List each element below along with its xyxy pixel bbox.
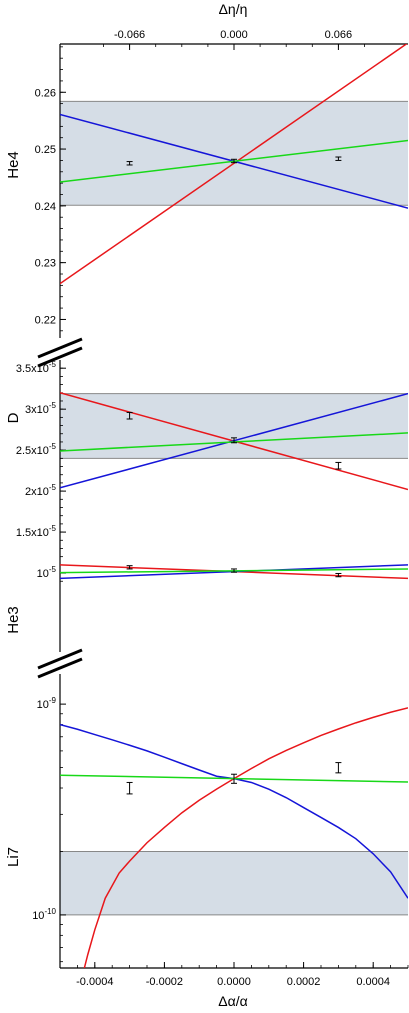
top-tick-label-1: -0.066 (114, 29, 145, 41)
top-tick-label-3: 0.066 (325, 29, 353, 41)
axes-layer (37, 43, 409, 969)
y-tick-label-d-3: 2x10-5 (25, 483, 57, 498)
band-li7 (60, 851, 408, 915)
series-li7-red (83, 707, 408, 968)
axis-labels-layer: Δη/η Δα/α He4 D He3 Li7 (5, 1, 248, 1009)
y-tick-label-d-2: 1.5x10-5 (16, 524, 57, 539)
x-tick-label-5: 0.0004 (356, 976, 390, 988)
y-tick-label-d-4: 2.5x10-5 (16, 442, 57, 457)
y-tick-label-he4-2: 0.23 (35, 258, 56, 270)
y-tick-label-he4-4: 0.25 (35, 144, 56, 156)
top-axis-label: Δη/η (219, 1, 248, 17)
y-tick-label-he4-1: 0.22 (35, 314, 56, 326)
y-tick-label-he4-3: 0.24 (35, 201, 56, 213)
error-bar-li7-1 (126, 781, 133, 795)
panel-label-he3: He3 (5, 606, 22, 634)
error-bar-he3-3 (335, 572, 342, 578)
error-bar-he4-3 (335, 156, 342, 161)
x-tick-label-1: -0.0004 (76, 976, 113, 988)
top-tick-label-2: 0.000 (220, 29, 248, 41)
axis-break-mark-2a (37, 648, 83, 670)
error-bar-he4-1 (126, 161, 133, 166)
error-bar-d-1 (126, 411, 133, 420)
axis-break-mark-2b (37, 657, 83, 679)
error-bar-he3-1 (126, 565, 133, 570)
panel-label-d: D (5, 412, 22, 423)
y-tick-label-d-1: 10-5 (37, 565, 57, 580)
band-he4 (60, 101, 408, 206)
error-bar-he4-2 (231, 158, 237, 164)
y-tick-label-d-6: 3.5x10-5 (16, 360, 57, 375)
x-tick-label-4: 0.0002 (287, 976, 321, 988)
bands-layer (60, 100, 408, 916)
y-tick-label-li7-1: 10-10 (32, 907, 56, 922)
error-bars-layer (126, 156, 342, 795)
error-bar-li7-3 (335, 762, 342, 774)
panel-label-he4: He4 (5, 151, 22, 179)
panel-label-li7: Li7 (5, 847, 22, 867)
axis-break-mark-1b (37, 346, 83, 368)
error-bar-d-3 (335, 461, 342, 470)
bottom-axis-label: Δα/α (218, 993, 247, 1009)
series-he4-red (60, 44, 408, 285)
error-bar-he3-2 (231, 568, 237, 573)
axis-break-mark-1a (37, 337, 83, 359)
tick-labels-layer: 0.22 0.23 0.24 0.25 0.26 10-5 1.5x10-5 2x10-5 2.… (16, 29, 390, 988)
x-tick-label-3: 0.0000 (217, 976, 251, 988)
error-bar-d-2 (231, 437, 237, 444)
y-tick-label-li7-2: 10-9 (37, 696, 57, 711)
y-tick-label-he4-5: 0.26 (35, 87, 56, 99)
axis-break-gap-2 (57, 652, 63, 674)
x-tick-label-2: -0.0002 (146, 976, 183, 988)
error-bar-li7-2 (231, 773, 237, 784)
y-tick-label-d-5: 3x10-5 (25, 401, 57, 416)
